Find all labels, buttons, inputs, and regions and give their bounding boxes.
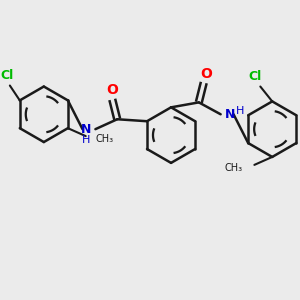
Text: N: N xyxy=(224,108,235,121)
Text: H: H xyxy=(236,106,245,116)
Text: Cl: Cl xyxy=(0,69,14,82)
Text: H: H xyxy=(82,135,91,145)
Text: O: O xyxy=(200,67,212,81)
Text: O: O xyxy=(106,83,118,98)
Text: CH₃: CH₃ xyxy=(224,163,242,173)
Text: CH₃: CH₃ xyxy=(96,134,114,144)
Text: Cl: Cl xyxy=(249,70,262,83)
Text: N: N xyxy=(81,123,92,136)
